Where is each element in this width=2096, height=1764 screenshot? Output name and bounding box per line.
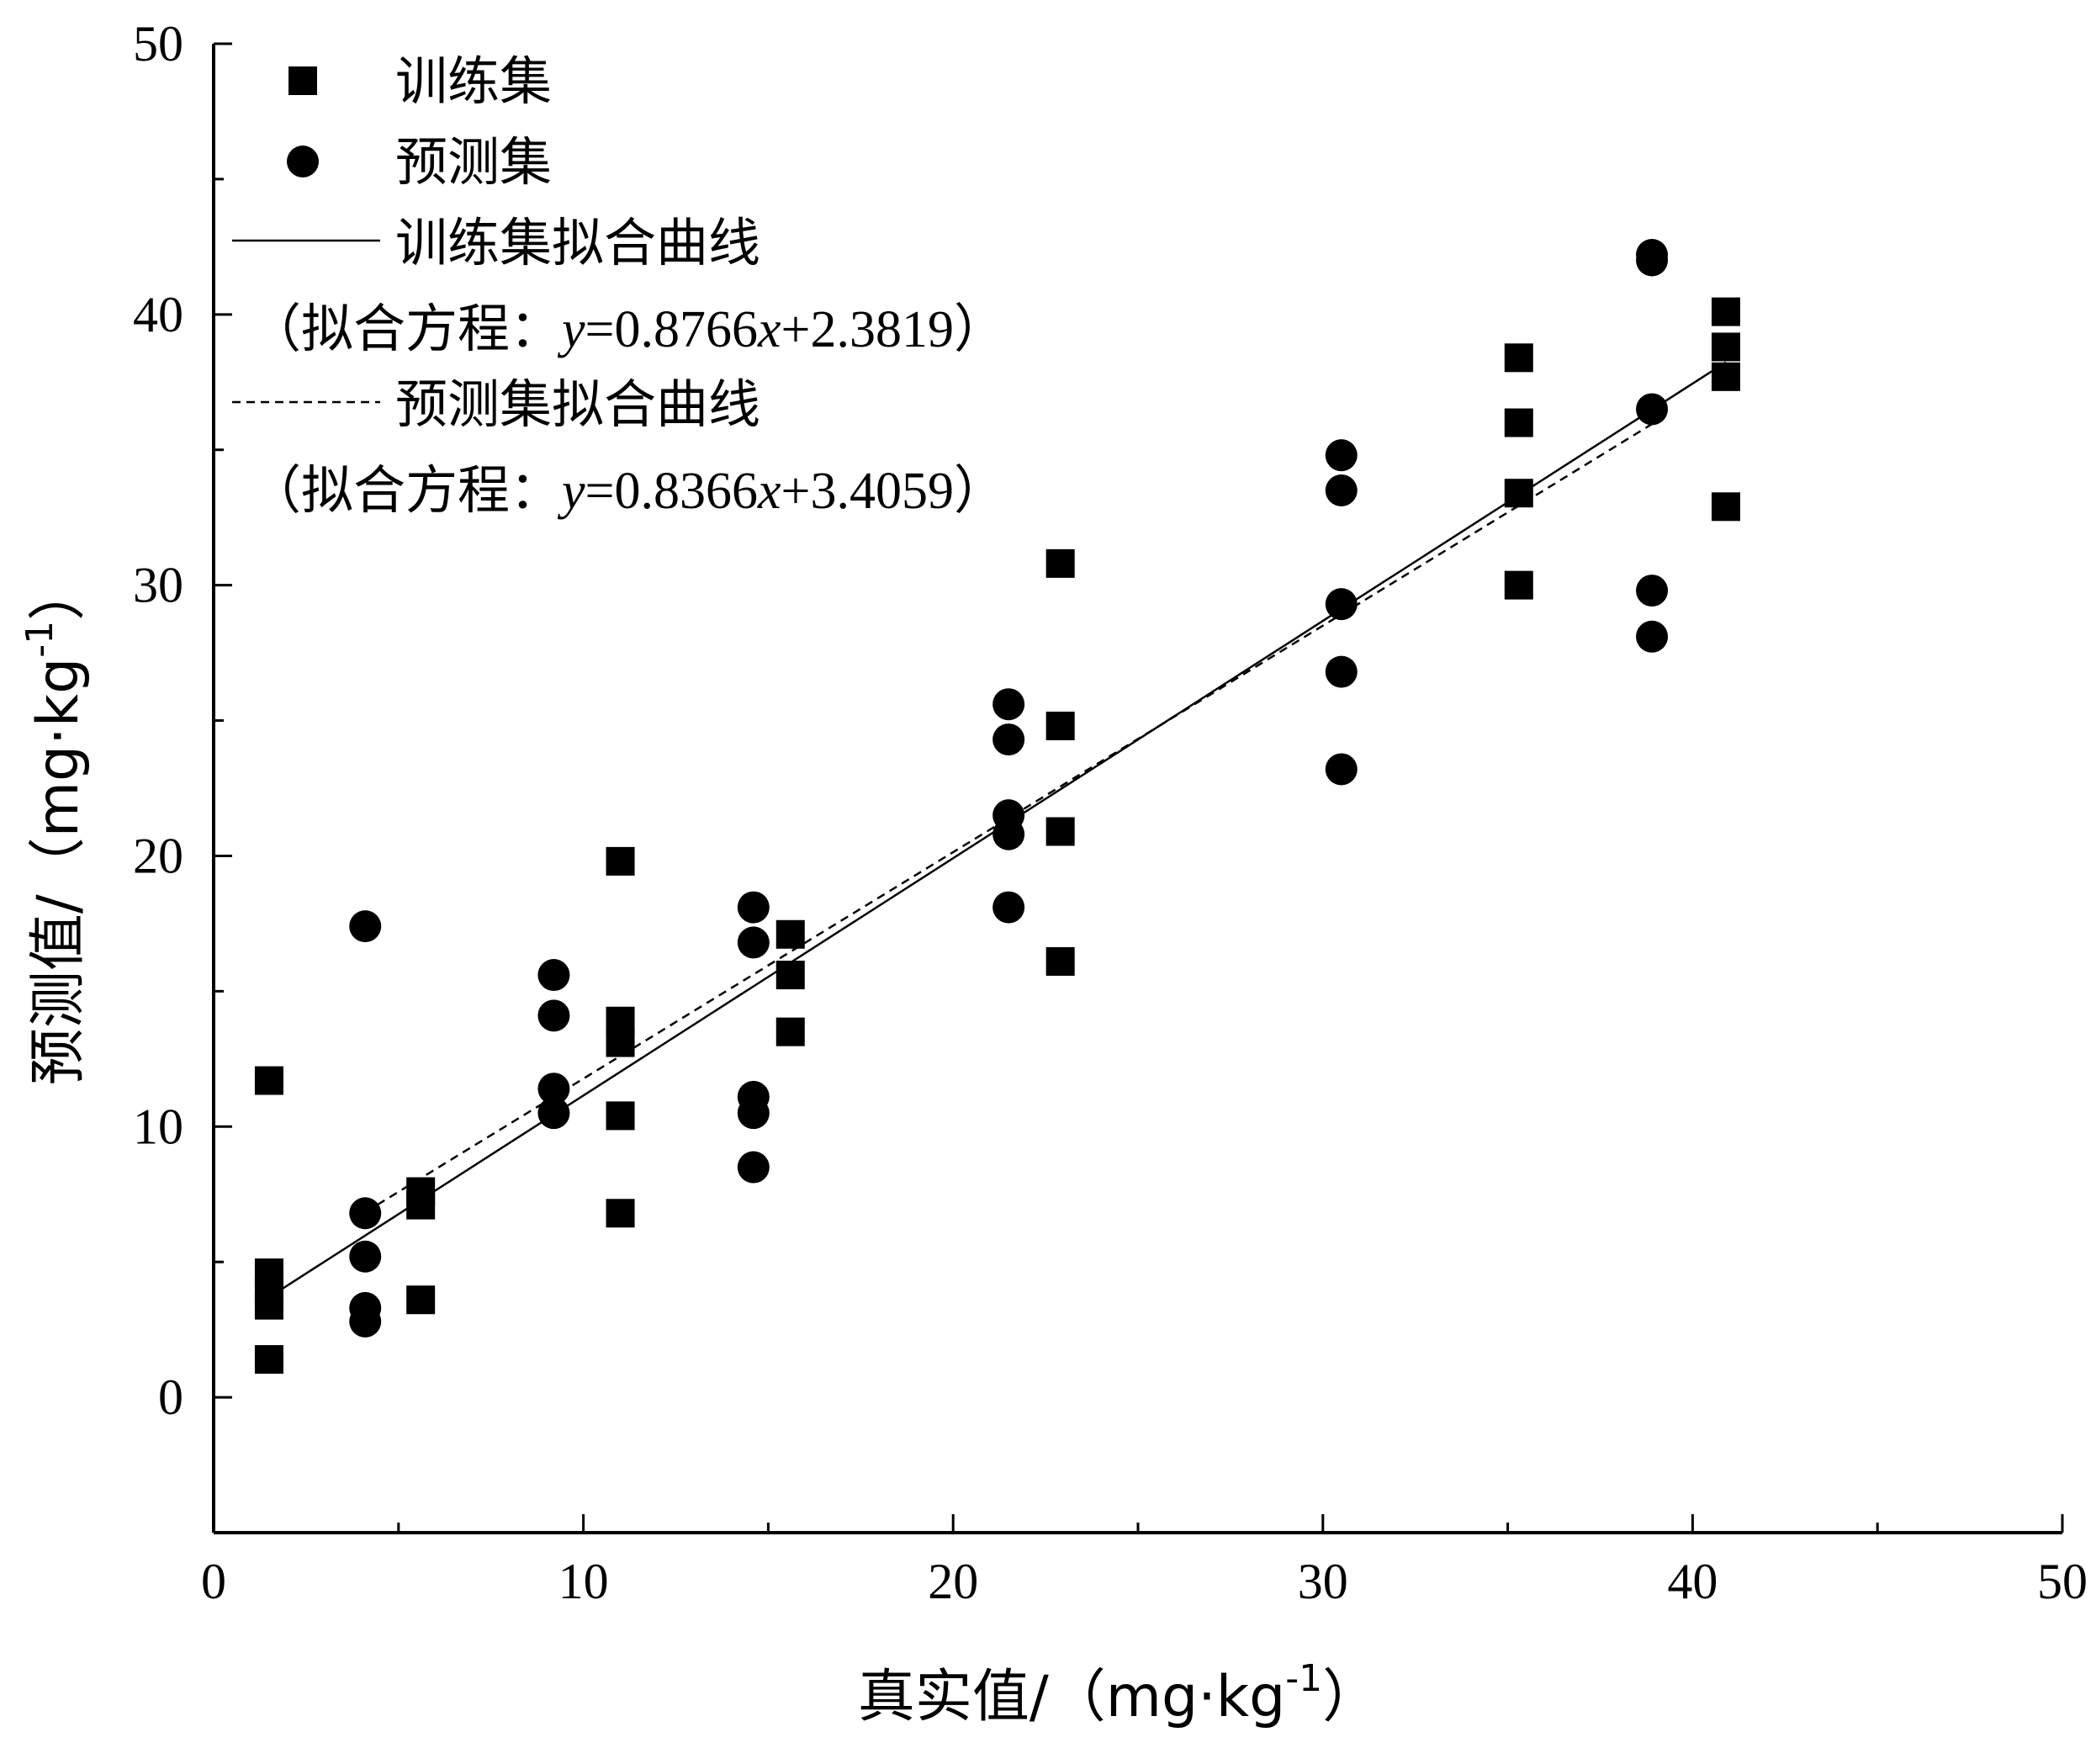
legend-train-label: 训练集	[395, 50, 552, 112]
test-point	[1325, 655, 1358, 688]
train-point	[1045, 711, 1075, 740]
test-point	[1325, 474, 1358, 506]
train-point	[775, 919, 805, 949]
legend-train-fit-label: 训练集拟合曲线	[395, 212, 760, 273]
train-point	[406, 1285, 436, 1315]
train-point	[1045, 946, 1075, 976]
test-point	[1325, 588, 1358, 621]
train-point	[1711, 297, 1740, 326]
train-point	[606, 1101, 635, 1131]
train-fit-equation: （拟合方程：y=0.8766x+2.3819）	[249, 301, 1006, 358]
y-tick-label: 0	[158, 1369, 183, 1425]
test-point	[1636, 620, 1669, 653]
train-point	[1711, 362, 1740, 391]
train-point	[1711, 492, 1740, 522]
train-point	[254, 1066, 283, 1095]
x-tick-label: 40	[1667, 1554, 1718, 1609]
test-point	[537, 959, 570, 992]
test-point	[1325, 439, 1358, 472]
legend-test-fit-label: 预测集拟合曲线	[395, 373, 760, 435]
test-point	[992, 723, 1025, 756]
test-point	[1636, 393, 1669, 426]
y-tick-label: 30	[133, 558, 183, 613]
train-point	[254, 1290, 283, 1320]
train-point	[1504, 343, 1533, 373]
test-point	[537, 1073, 570, 1105]
legend-test-label: 预测集	[395, 131, 552, 193]
train-point	[1504, 570, 1533, 600]
y-axis-title: 预测值/（mg·kg-1）	[19, 564, 92, 1085]
test-point	[537, 999, 570, 1032]
y-tick-label: 20	[133, 828, 183, 883]
y-tick-label: 10	[133, 1099, 183, 1154]
train-point	[406, 1190, 436, 1220]
x-tick-label: 0	[201, 1554, 226, 1609]
train-point	[775, 1017, 805, 1046]
train-point	[606, 1199, 635, 1228]
test-point	[992, 688, 1025, 721]
x-tick-label: 10	[558, 1554, 609, 1609]
test-point	[537, 1097, 570, 1130]
train-point	[1045, 817, 1075, 846]
y-tick-label: 50	[133, 16, 183, 72]
train-point	[1504, 408, 1533, 437]
train-point	[1504, 479, 1533, 508]
x-tick-label: 50	[2037, 1554, 2088, 1609]
test-point	[737, 926, 770, 959]
axes: 0 10 20 30 40 50 0 10 20 30 40 50	[133, 16, 2088, 1609]
test-point	[1636, 244, 1669, 277]
test-fit-equation: （拟合方程：y=0.8366x+3.4059）	[249, 463, 1006, 520]
test-point	[349, 1197, 382, 1230]
test-point	[737, 891, 770, 924]
test-point	[1325, 753, 1358, 786]
test-point	[349, 1305, 382, 1338]
legend-circle-marker	[287, 146, 319, 177]
test-point	[737, 1151, 770, 1184]
test-point	[349, 1240, 382, 1273]
test-point	[737, 1097, 770, 1130]
x-tick-label: 20	[928, 1554, 978, 1609]
test-point	[992, 818, 1025, 850]
data-markers	[254, 239, 1740, 1375]
test-point	[349, 910, 382, 943]
test-fit-line	[364, 423, 1653, 1214]
y-tick-label: 40	[133, 287, 183, 342]
train-point	[1045, 548, 1075, 578]
legend-square-marker	[288, 66, 317, 95]
x-axis-title: 真实值/（mg·kg-1）	[858, 1657, 1379, 1730]
train-point	[1711, 332, 1740, 362]
train-point	[254, 1345, 283, 1375]
test-point	[1636, 575, 1669, 607]
train-point	[606, 846, 635, 876]
x-tick-label: 30	[1298, 1554, 1348, 1609]
train-point	[606, 1028, 635, 1057]
test-point	[992, 891, 1025, 924]
train-point	[775, 961, 805, 990]
